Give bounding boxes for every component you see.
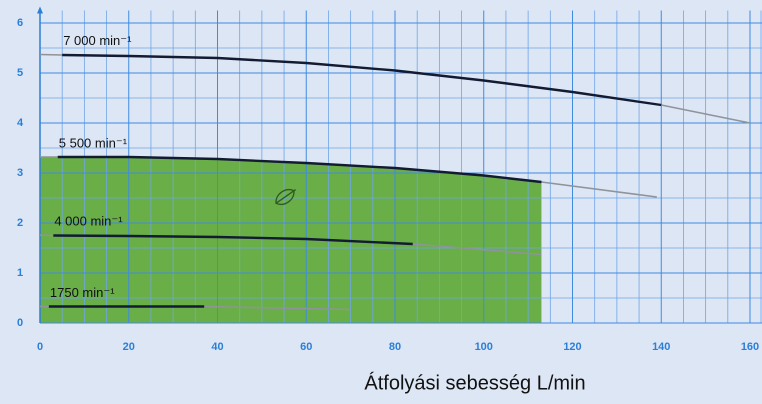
y-tick-label: 0: [17, 317, 23, 329]
series-label: 4 000 min⁻¹: [54, 213, 123, 228]
series-label: 1750 min⁻¹: [50, 285, 115, 300]
x-tick-label: 80: [389, 341, 401, 353]
curve: [53, 234, 413, 246]
efficiency-region: [40, 157, 542, 323]
x-tick-label: 120: [563, 341, 581, 353]
series-label: 7 000 min⁻¹: [63, 33, 132, 48]
y-tick-label: 1: [17, 267, 23, 279]
grid-layer: [37, 6, 762, 324]
x-axis-label: Átfolyási sebesség L/min: [364, 371, 585, 394]
y-tick-label: 3: [17, 167, 23, 179]
y-tick-label: 4: [17, 117, 24, 129]
x-tick-label: 100: [475, 341, 493, 353]
x-tick-label: 60: [300, 341, 312, 353]
line-layer: 7 000 min⁻¹ 5 500 min⁻¹ 4 000 min⁻¹ 1750 mi…: [39, 33, 751, 311]
curve: [62, 53, 662, 107]
y-axis-arrow: [37, 6, 43, 14]
x-tick-label: 40: [211, 341, 223, 353]
curve: [57, 155, 542, 184]
leaf-icon: [275, 189, 297, 205]
region-layer: [40, 157, 542, 323]
y-tick-label: 5: [17, 67, 23, 79]
x-tick-label: 140: [652, 341, 670, 353]
series-label: 5 500 min⁻¹: [59, 135, 128, 150]
y-tick-label: 6: [17, 17, 23, 29]
x-tick-label: 160: [741, 341, 759, 353]
x-tick-label: 20: [123, 341, 135, 353]
y-tick-label: 2: [17, 217, 23, 229]
x-tick-label: 0: [37, 341, 43, 353]
